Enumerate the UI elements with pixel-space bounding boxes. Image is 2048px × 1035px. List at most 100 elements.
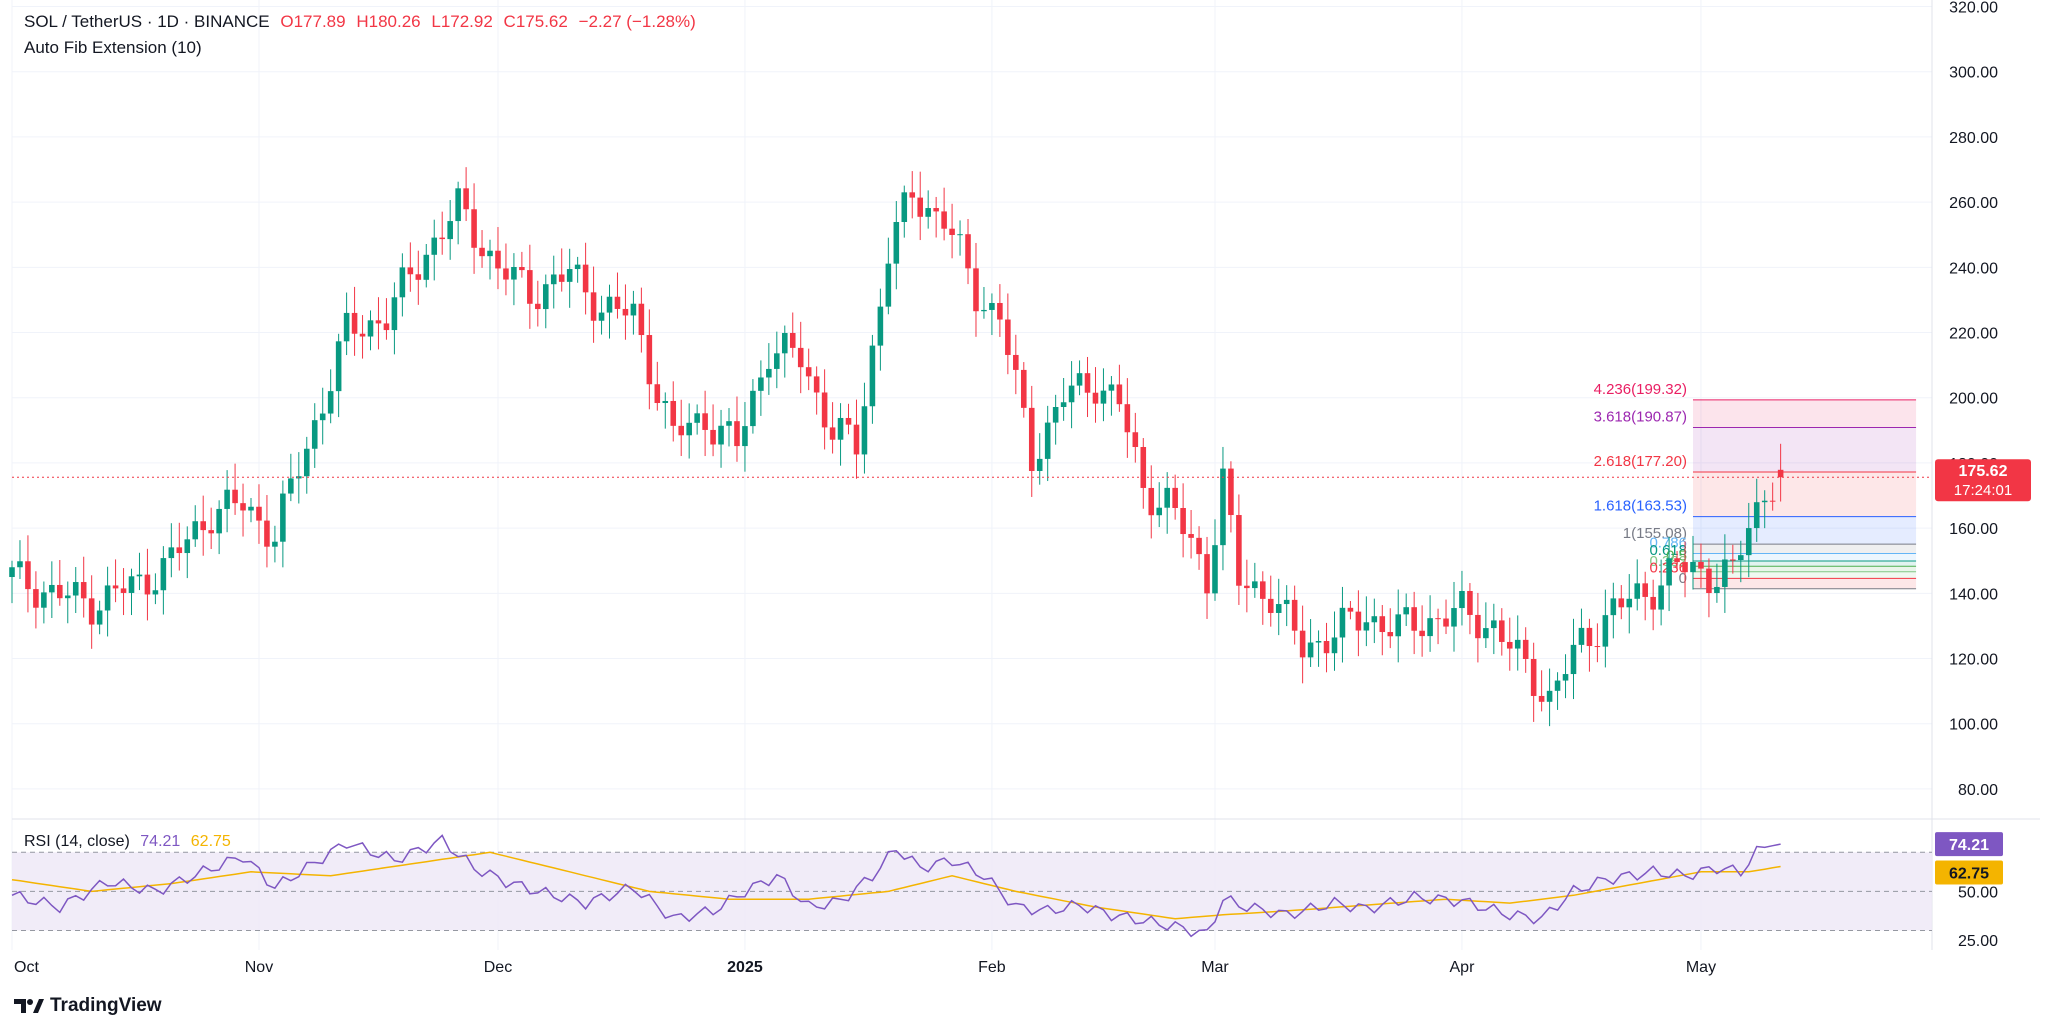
candle-body [1267, 598, 1274, 613]
candle [1291, 585, 1298, 645]
candle-body [80, 582, 87, 599]
candle [415, 250, 422, 305]
candle [1172, 474, 1178, 520]
candle [781, 325, 788, 378]
candle [1626, 574, 1633, 634]
candle [383, 298, 390, 340]
candle-body [1753, 502, 1760, 529]
candle-body [343, 312, 350, 342]
candle [821, 369, 828, 450]
candle [1100, 368, 1107, 422]
candle-body [1730, 559, 1736, 561]
candle [1427, 595, 1433, 652]
candle [1331, 611, 1338, 671]
candle-body [280, 493, 286, 542]
candle-body [1443, 618, 1449, 627]
candle [1212, 519, 1218, 601]
candle [495, 227, 501, 290]
candle-body [1618, 598, 1625, 608]
candle-body [439, 237, 445, 240]
candle [662, 392, 669, 429]
candle-body [1570, 644, 1577, 675]
candle [487, 239, 493, 280]
symbol-label[interactable]: SOL / TetherUS · 1D · BINANCE [24, 12, 270, 31]
candle-body [9, 567, 15, 578]
candle [1777, 443, 1784, 502]
candle [1411, 591, 1417, 655]
fib-level-label: 0 [1679, 570, 1687, 587]
candle [1658, 559, 1664, 626]
candle [1682, 541, 1688, 598]
candle [1642, 571, 1648, 621]
candle-body [1706, 568, 1712, 594]
candle-body [415, 274, 422, 280]
candle [550, 255, 557, 309]
candle [160, 546, 167, 615]
candle-body [240, 503, 246, 511]
candle [1196, 526, 1202, 570]
rsi-ma-tag [1935, 860, 2003, 885]
candle-body [1363, 622, 1370, 631]
candle-body [901, 192, 908, 223]
candle-body [1180, 507, 1186, 535]
candle-body [1411, 607, 1417, 631]
candle [1634, 559, 1641, 611]
candle-body [367, 320, 374, 337]
candle-body [774, 353, 780, 369]
candle [901, 185, 908, 238]
candle [1379, 605, 1386, 656]
candle [1722, 534, 1728, 613]
candle-body [550, 274, 557, 285]
candle [447, 200, 453, 260]
fib-indicator-title[interactable]: Auto Fib Extension (10) [24, 38, 202, 57]
candle-body [1626, 598, 1633, 608]
candle [1228, 461, 1234, 533]
candle-body [1060, 402, 1067, 407]
candle-body [941, 211, 947, 229]
candle [1714, 563, 1720, 603]
rsi-indicator-title[interactable]: RSI (14, close) 74.21 62.75 [24, 833, 231, 851]
candle-body [1602, 615, 1609, 647]
candle-body [1076, 373, 1083, 386]
candle [574, 256, 581, 283]
candle-body [383, 323, 390, 331]
candle [1092, 367, 1099, 423]
candle-body [1722, 559, 1728, 587]
candle [112, 559, 119, 603]
candle [1363, 596, 1370, 647]
tradingview-logo[interactable]: TradingView [14, 995, 162, 1017]
candle-body [566, 269, 573, 282]
candle [479, 230, 485, 268]
candle [1650, 579, 1656, 631]
candle [1124, 378, 1131, 458]
candle-body [25, 561, 31, 590]
candle-body [957, 234, 963, 236]
fib-zone [1692, 578, 1917, 589]
candle-body [431, 237, 438, 255]
price-axis-label: 100.00 [1949, 717, 1998, 734]
candle-body [1124, 404, 1131, 433]
candle [288, 453, 294, 502]
candle-body [845, 417, 852, 425]
candle-body [582, 264, 589, 293]
candle [57, 559, 63, 606]
candle [893, 201, 900, 290]
candle-body [232, 489, 238, 504]
candle-body [447, 221, 453, 240]
candle-body [590, 292, 597, 321]
candle-body [917, 197, 924, 217]
candle-body [319, 413, 326, 421]
candle-body [1196, 537, 1202, 555]
price-axis-label: 120.00 [1949, 652, 1998, 669]
candle-body [1307, 642, 1314, 658]
candle [877, 288, 884, 371]
time-axis-label: 2025 [727, 959, 763, 976]
candle-body [558, 274, 565, 282]
candle [128, 568, 135, 616]
candle [654, 361, 661, 411]
candle-body [527, 270, 533, 304]
candle [957, 220, 963, 256]
candle-body [1769, 500, 1776, 502]
